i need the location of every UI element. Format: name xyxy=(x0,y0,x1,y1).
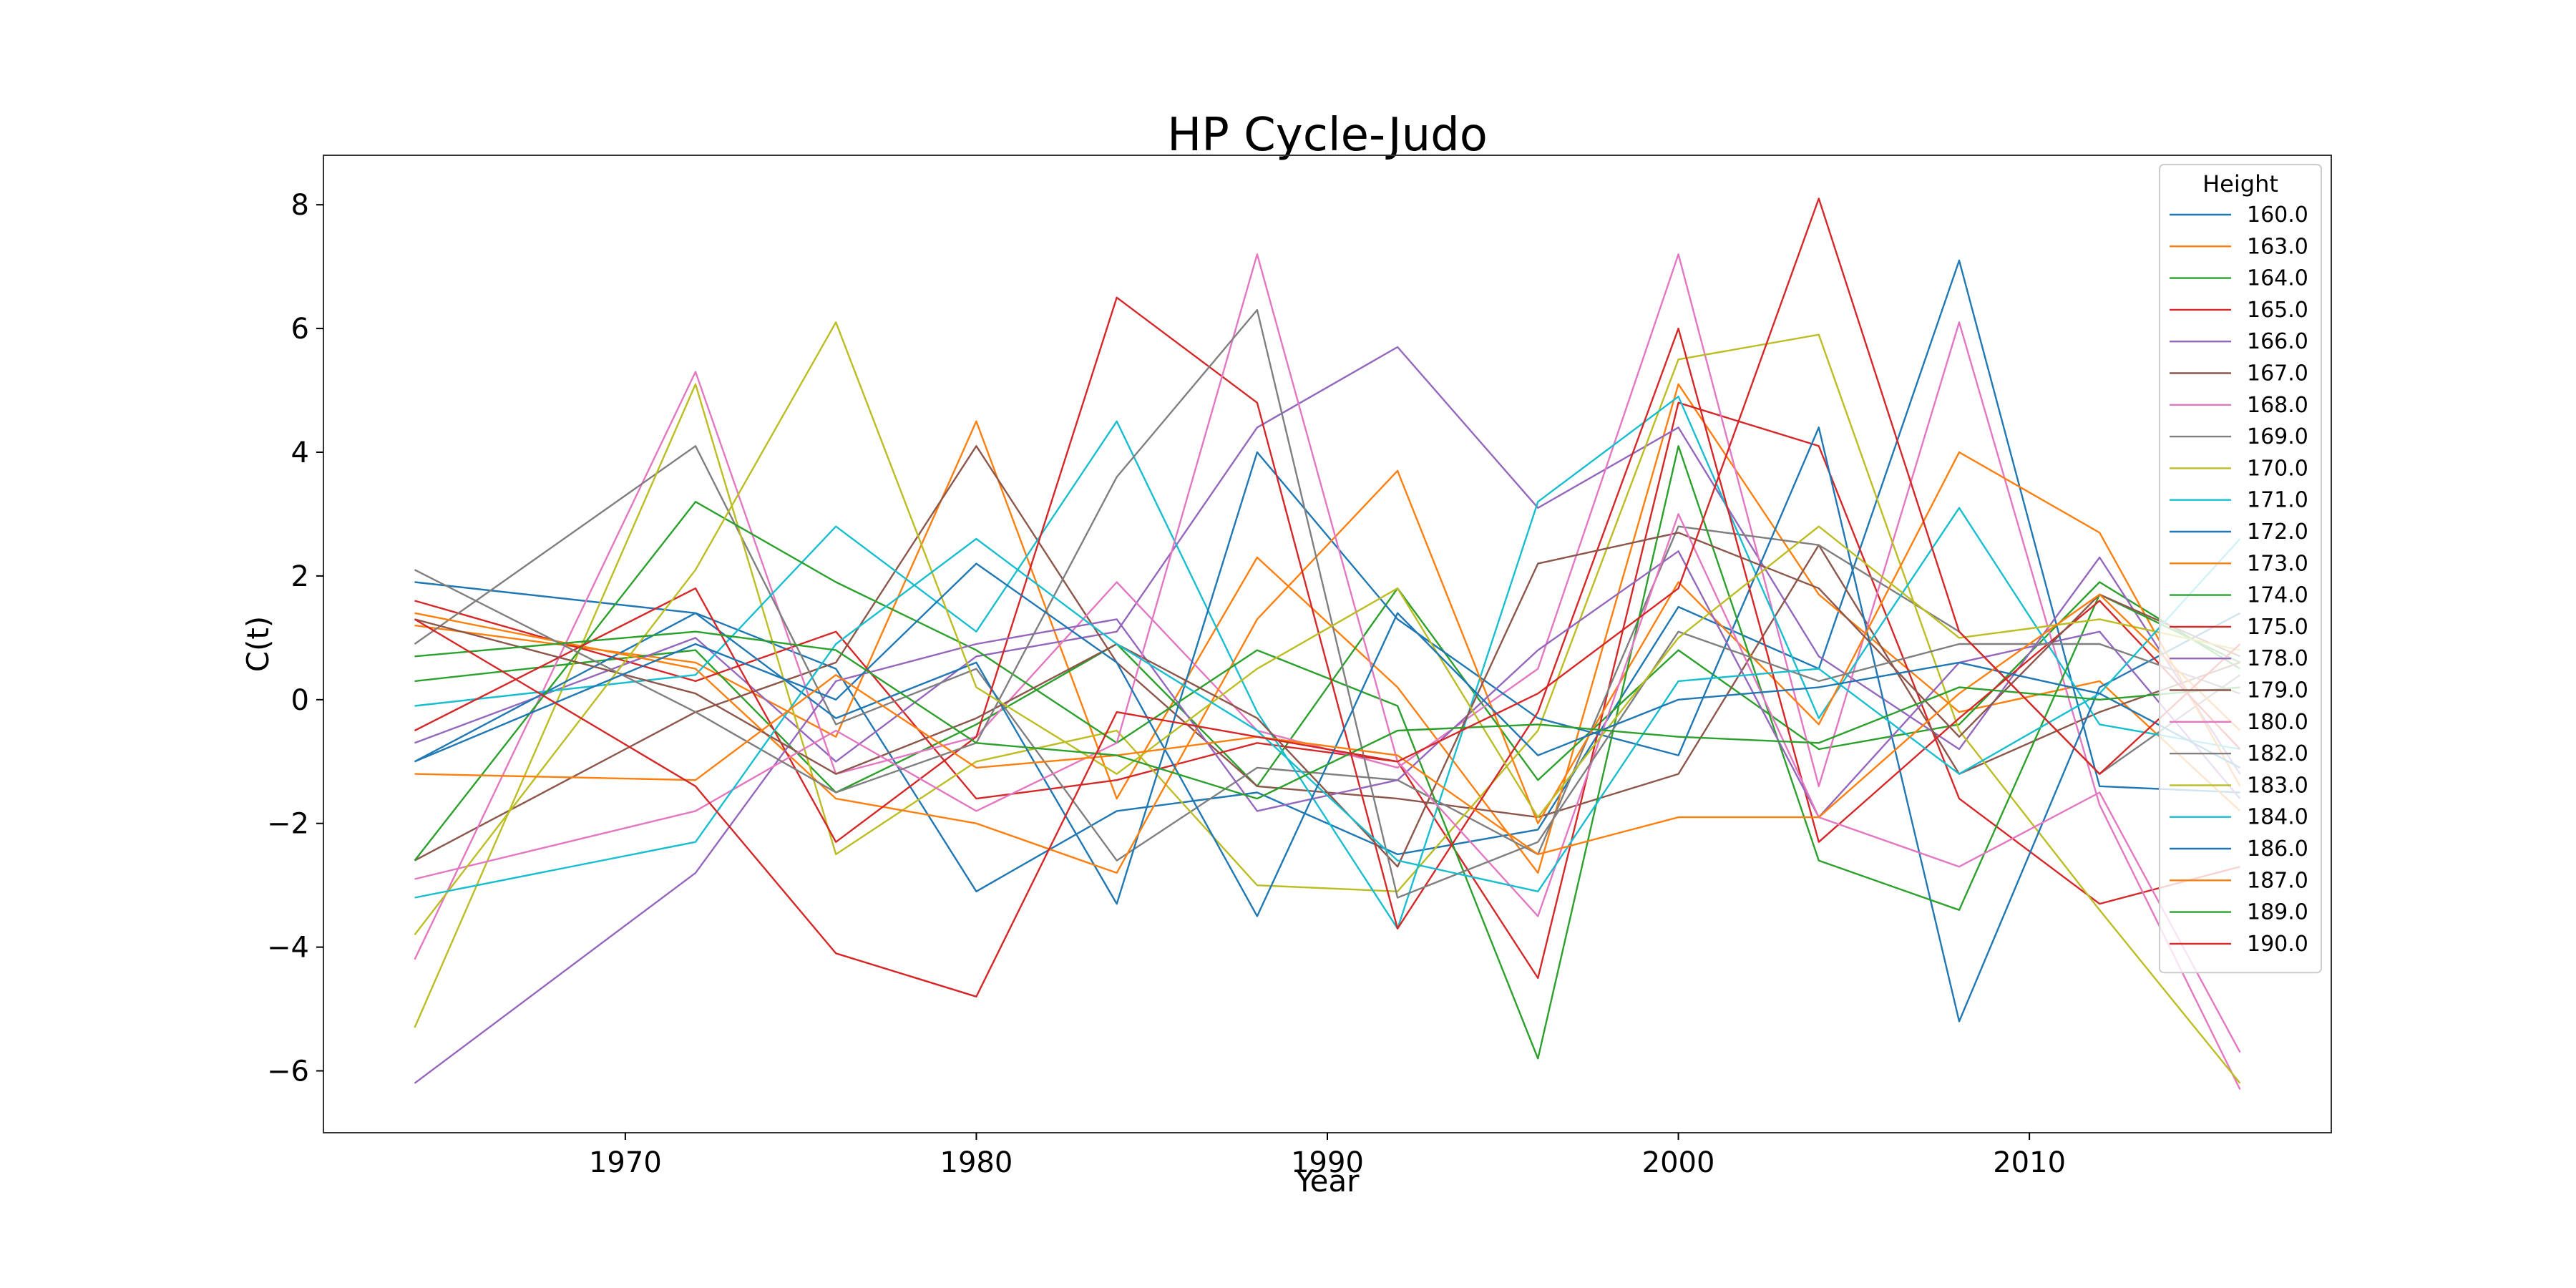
legend-label: 170.0 xyxy=(2247,456,2308,481)
legend-label: 184.0 xyxy=(2247,805,2308,830)
x-tick-label: 2000 xyxy=(1642,1146,1715,1179)
legend-label: 182.0 xyxy=(2247,741,2308,766)
legend-box xyxy=(2159,164,2322,974)
series-line-187.0 xyxy=(414,593,2241,856)
legend-label: 179.0 xyxy=(2247,678,2308,703)
legend-item: 165.0 xyxy=(2170,298,2308,323)
legend-label: 173.0 xyxy=(2247,551,2308,576)
legend: Height 160.0 163.0 164.0 165.0 166.0 167.0 168… xyxy=(2159,164,2322,974)
series-line-179.0 xyxy=(414,532,2240,868)
legend-label: 166.0 xyxy=(2247,329,2308,354)
legend-item: 171.0 xyxy=(2170,488,2308,513)
legend-label: 163.0 xyxy=(2247,234,2308,259)
series-line-170.0 xyxy=(414,333,2241,1084)
legend-item: 170.0 xyxy=(2170,456,2308,481)
y-tick-label: 0 xyxy=(291,684,309,717)
series-line-190.0 xyxy=(414,197,2241,998)
legend-item: 163.0 xyxy=(2170,234,2308,259)
series-line-160.0 xyxy=(414,259,2240,893)
legend-label: 189.0 xyxy=(2247,900,2308,925)
legend-item: 187.0 xyxy=(2170,868,2308,893)
legend-label: 186.0 xyxy=(2247,836,2308,862)
legend-item: 182.0 xyxy=(2170,741,2308,766)
series-line-186.0 xyxy=(414,562,2241,917)
x-tick-label: 2010 xyxy=(1993,1146,2066,1179)
legend-item: 178.0 xyxy=(2170,646,2308,671)
series-line-189.0 xyxy=(414,630,2240,800)
legend-item: 160.0 xyxy=(2170,203,2308,228)
chart-title: HP Cycle-Judo xyxy=(1167,109,1488,162)
legend-label: 160.0 xyxy=(2247,203,2308,228)
legend-item: 174.0 xyxy=(2170,583,2308,608)
legend-label: 165.0 xyxy=(2247,298,2308,323)
x-tick-label: 1990 xyxy=(1291,1146,1364,1179)
legend-title: Height xyxy=(2202,170,2278,197)
y-tick-label: −6 xyxy=(267,1055,309,1088)
legend-entries: 160.0 163.0 164.0 165.0 166.0 167.0 168.0 169.0… xyxy=(2170,203,2308,957)
x-axis-title: Year xyxy=(1295,1163,1360,1199)
series-line-174.0 xyxy=(414,445,2241,1060)
legend-label: 187.0 xyxy=(2247,868,2308,893)
series-line-172.0 xyxy=(414,426,2241,1023)
plot-area xyxy=(323,155,2332,1133)
y-axis-title: C(t) xyxy=(240,616,275,673)
legend-label: 174.0 xyxy=(2247,583,2308,608)
legend-label: 175.0 xyxy=(2247,615,2308,640)
y-tick-label: 8 xyxy=(291,189,309,222)
legend-item: 167.0 xyxy=(2170,361,2308,386)
legend-label: 180.0 xyxy=(2247,710,2308,735)
y-tick-label: −2 xyxy=(267,808,309,841)
legend-label: 167.0 xyxy=(2247,361,2308,386)
legend-label: 164.0 xyxy=(2247,266,2308,291)
x-axis: 1970 1980 1990 2000 2010 xyxy=(589,1133,2066,1179)
legend-item: 168.0 xyxy=(2170,393,2308,418)
series-line-166.0 xyxy=(414,346,2241,775)
series-line-163.0 xyxy=(414,383,2241,874)
legend-label: 171.0 xyxy=(2247,488,2308,513)
legend-item: 172.0 xyxy=(2170,519,2308,545)
x-tick-label: 1980 xyxy=(940,1146,1013,1179)
legend-item: 189.0 xyxy=(2170,900,2308,925)
legend-label: 190.0 xyxy=(2247,932,2308,957)
series-line-184.0 xyxy=(414,537,2241,899)
legend-item: 186.0 xyxy=(2170,836,2308,862)
legend-label: 168.0 xyxy=(2247,393,2308,418)
y-tick-label: 4 xyxy=(291,436,309,469)
legend-label: 169.0 xyxy=(2247,424,2308,449)
legend-item: 190.0 xyxy=(2170,932,2308,957)
legend-item: 166.0 xyxy=(2170,329,2308,354)
legend-item: 179.0 xyxy=(2170,678,2308,703)
legend-item: 164.0 xyxy=(2170,266,2308,291)
y-tick-label: 2 xyxy=(291,560,309,593)
y-tick-label: −4 xyxy=(267,932,309,965)
legend-item: 183.0 xyxy=(2170,773,2308,798)
series-line-173.0 xyxy=(414,451,2241,874)
legend-label: 178.0 xyxy=(2247,646,2308,671)
series-line-183.0 xyxy=(414,321,2240,936)
series-line-182.0 xyxy=(414,308,2240,899)
x-tick-label: 1970 xyxy=(589,1146,662,1179)
legend-label: 172.0 xyxy=(2247,519,2308,545)
y-axis: −6 −4 −2 0 2 4 6 8 xyxy=(267,189,323,1088)
series-line-175.0 xyxy=(414,296,2241,930)
legend-item: 184.0 xyxy=(2170,805,2308,830)
legend-item: 173.0 xyxy=(2170,551,2308,576)
series-lines xyxy=(414,197,2241,1091)
y-tick-label: 6 xyxy=(291,313,309,346)
legend-item: 175.0 xyxy=(2170,615,2308,640)
legend-label: 183.0 xyxy=(2247,773,2308,798)
legend-item: 180.0 xyxy=(2170,710,2308,735)
legend-item: 169.0 xyxy=(2170,424,2308,449)
